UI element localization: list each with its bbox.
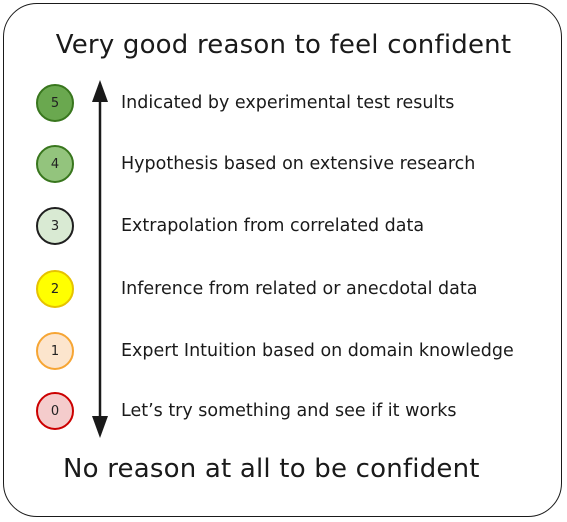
score-badge: 0 bbox=[36, 392, 74, 430]
level-row-5: 5 Indicated by experimental test results bbox=[0, 81, 567, 125]
score-value: 0 bbox=[50, 403, 60, 419]
level-row-4: 4 Hypothesis based on extensive research bbox=[0, 142, 567, 186]
score-value: 4 bbox=[50, 156, 60, 172]
level-description: Extrapolation from correlated data bbox=[121, 216, 425, 236]
level-row-2: 2 Inference from related or anecdotal da… bbox=[0, 267, 567, 311]
level-row-0: 0 Let’s try something and see if it work… bbox=[0, 389, 567, 433]
level-description: Expert Intuition based on domain knowled… bbox=[121, 341, 514, 361]
score-value: 3 bbox=[50, 218, 60, 234]
level-description: Hypothesis based on extensive research bbox=[121, 154, 476, 174]
level-description: Inference from related or anecdotal data bbox=[121, 279, 478, 299]
level-description: Indicated by experimental test results bbox=[121, 93, 455, 113]
double-headed-arrow-icon bbox=[92, 80, 108, 438]
score-badge: 2 bbox=[36, 270, 74, 308]
score-value: 5 bbox=[50, 95, 60, 111]
score-value: 2 bbox=[50, 281, 60, 297]
score-badge: 4 bbox=[36, 145, 74, 183]
level-row-1: 1 Expert Intuition based on domain knowl… bbox=[0, 329, 567, 373]
score-badge: 3 bbox=[36, 207, 74, 245]
score-value: 1 bbox=[50, 343, 60, 359]
confidence-scale-card bbox=[3, 3, 562, 517]
level-description: Let’s try something and see if it works bbox=[121, 401, 457, 421]
bottom-label: No reason at all to be confident bbox=[63, 454, 480, 484]
level-row-3: 3 Extrapolation from correlated data bbox=[0, 204, 567, 248]
score-badge: 5 bbox=[36, 84, 74, 122]
score-badge: 1 bbox=[36, 332, 74, 370]
top-label: Very good reason to feel confident bbox=[55, 30, 512, 60]
